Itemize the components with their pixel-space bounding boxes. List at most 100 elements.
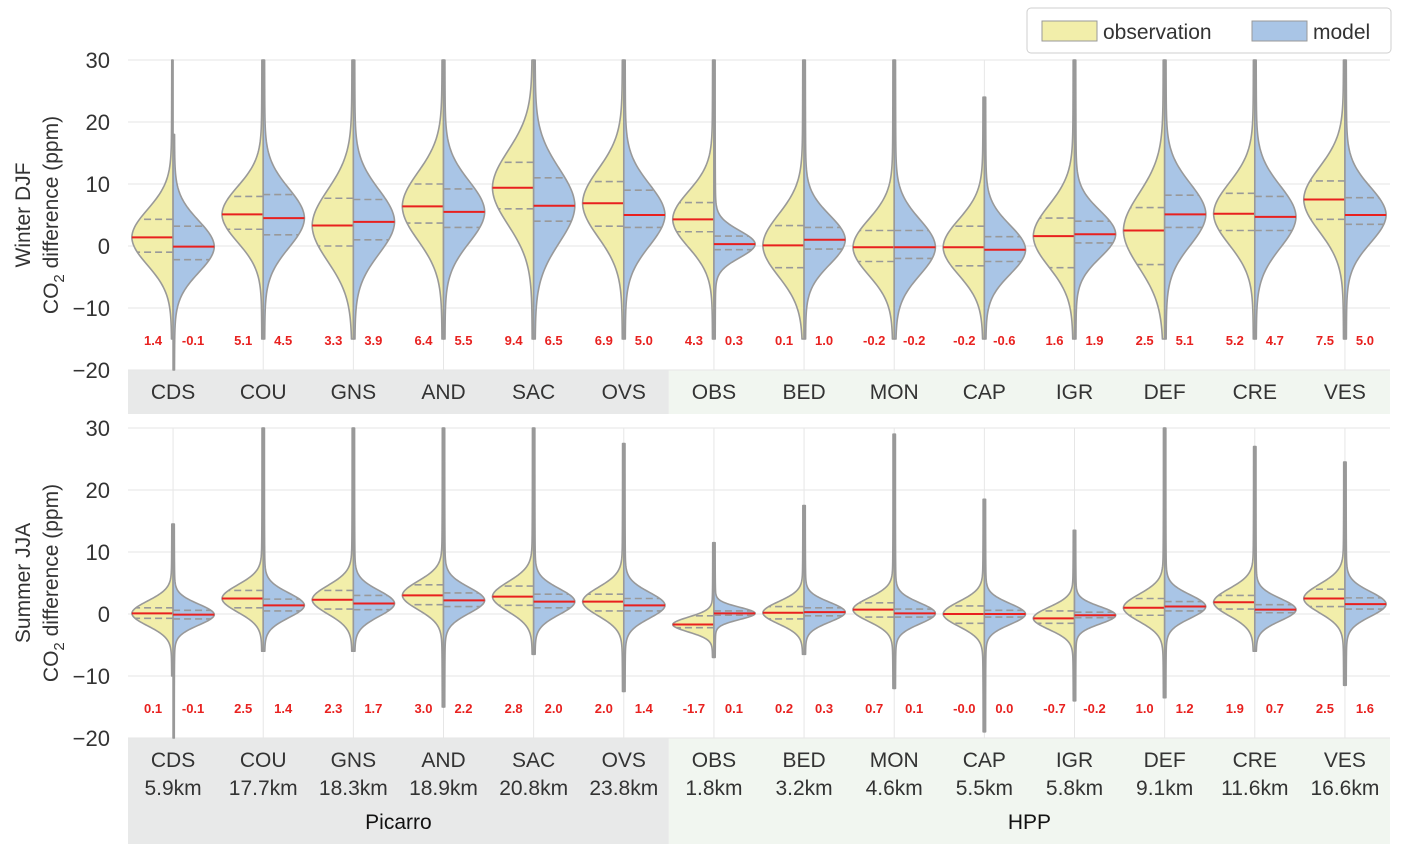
- summer-value-label-observation: 0.1: [144, 701, 162, 716]
- summer-xtick-label: CAP: [963, 749, 1006, 772]
- winter-violin-and: 6.4 5.5: [401, 59, 486, 348]
- summer-violin-half-observation: [131, 523, 174, 677]
- winter-value-label-model: -0.1: [182, 333, 204, 348]
- summer-value-label-model: 1.7: [364, 701, 382, 716]
- summer-xtick-distance: 5.9km: [144, 777, 201, 800]
- summer-violin-half-model: [262, 427, 306, 652]
- summer-xtick-label: CDS: [151, 749, 195, 772]
- winter-xtick-label: SAC: [512, 381, 555, 404]
- summer-ytick-label: −10: [73, 664, 110, 689]
- winter-xtick-label: DEF: [1144, 381, 1186, 404]
- summer-value-label-observation: 2.8: [505, 701, 523, 716]
- winter-ytick-label: 20: [86, 110, 110, 135]
- winter-xtick-label: OBS: [692, 381, 736, 404]
- summer-value-label-observation: 0.7: [865, 701, 883, 716]
- summer-violin-half-model: [442, 427, 486, 708]
- winter-value-label-observation: 9.4: [505, 333, 524, 348]
- summer-xtick-distance: 9.1km: [1136, 777, 1193, 800]
- summer-value-label-model: 0.0: [995, 701, 1013, 716]
- group-bands: Picarro HPP: [128, 370, 1390, 844]
- winter-value-label-model: 5.0: [635, 333, 653, 348]
- winter-xtick-label: IGR: [1056, 381, 1093, 404]
- winter-violin-cap: -0.2 -0.6: [942, 96, 1027, 348]
- summer-violin-half-observation: [1032, 529, 1076, 702]
- winter-violin-half-observation: [1032, 59, 1076, 340]
- group-band-hpp-winter: [668, 370, 1390, 414]
- winter-value-label-observation: 3.3: [324, 333, 342, 348]
- summer-xtick-distance: 23.8km: [589, 777, 658, 800]
- winter-value-label-observation: 5.2: [1226, 333, 1244, 348]
- summer-xtick-distance: 1.8km: [685, 777, 742, 800]
- legend-swatch-model: [1251, 20, 1308, 42]
- summer-violin-half-model: [622, 442, 666, 693]
- winter-value-label-observation: 5.1: [234, 333, 252, 348]
- summer-xtick-distance: 4.6km: [866, 777, 923, 800]
- summer-violin-half-observation: [762, 504, 805, 656]
- summer-value-label-observation: 2.5: [1316, 701, 1334, 716]
- winter-violin-half-model: [622, 59, 666, 340]
- summer-value-label-model: 0.1: [905, 701, 923, 716]
- winter-violin-half-observation: [942, 96, 986, 340]
- winter-value-label-observation: -0.2: [863, 333, 885, 348]
- winter-value-label-model: -0.2: [903, 333, 925, 348]
- summer-violin-and: 3.0 2.2: [401, 427, 486, 716]
- summer-xtick-distance: 17.7km: [229, 777, 298, 800]
- summer-ylabel-line1: Summer JJA: [12, 523, 35, 643]
- winter-value-label-observation: 1.4: [144, 333, 163, 348]
- summer-xtick-label: SAC: [512, 749, 555, 772]
- winter-violin-obs: 4.3 0.3: [671, 59, 756, 348]
- summer-violin-half-model: [713, 541, 756, 659]
- summer-value-label-observation: 2.0: [595, 701, 613, 716]
- summer-xtick-label: COU: [240, 749, 287, 772]
- summer-xtick-label: AND: [421, 749, 465, 772]
- winter-ytick-label: −10: [73, 296, 110, 321]
- winter-value-label-observation: 2.5: [1136, 333, 1154, 348]
- summer-value-label-model: 1.2: [1176, 701, 1194, 716]
- summer-xtick-distance: 18.9km: [409, 777, 478, 800]
- winter-value-label-observation: 6.4: [414, 333, 433, 348]
- winter-value-label-observation: 7.5: [1316, 333, 1334, 348]
- group-label-picarro: Picarro: [365, 811, 432, 834]
- summer-xtick-label: OBS: [692, 749, 736, 772]
- winter-value-label-model: 3.9: [364, 333, 382, 348]
- winter-violin-half-model: [1163, 59, 1207, 340]
- summer-value-label-model: 2.0: [545, 701, 563, 716]
- summer-violin-half-model: [532, 427, 576, 656]
- winter-violin-igr: 1.6 1.9: [1032, 59, 1117, 348]
- group-band-picarro-summer: [128, 738, 669, 844]
- summer-violin-cap: -0.0 0.0: [942, 498, 1027, 733]
- winter-xtick-label: AND: [421, 381, 465, 404]
- summer-violin-half-observation: [581, 442, 625, 693]
- winter-xtick-label: CAP: [963, 381, 1006, 404]
- winter-violin-cre: 5.2 4.7: [1212, 59, 1297, 348]
- summer-violin-sac: 2.8 2.0: [491, 427, 576, 716]
- summer-violin-half-observation: [1122, 427, 1166, 699]
- winter-violin-half-observation: [401, 59, 445, 340]
- summer-xtick-distance: 20.8km: [499, 777, 568, 800]
- summer-ytick-label: 0: [98, 602, 110, 627]
- winter-violin-ves: 7.5 5.0: [1302, 59, 1387, 348]
- summer-value-label-observation: -0.7: [1043, 701, 1065, 716]
- winter-xtick-label: COU: [240, 381, 287, 404]
- winter-violin-half-observation: [491, 59, 535, 340]
- winter-xtick-label: GNS: [331, 381, 377, 404]
- summer-violin-mon: 0.7 0.1: [852, 433, 937, 716]
- summer-value-label-observation: 2.5: [234, 701, 252, 716]
- winter-violin-half-model: [893, 59, 937, 340]
- summer-xtick-label: VES: [1324, 749, 1366, 772]
- summer-value-label-model: 2.2: [454, 701, 472, 716]
- summer-xtick-distance: 11.6km: [1221, 777, 1288, 800]
- summer-xtick-distance: 16.6km: [1310, 777, 1379, 800]
- winter-violin-half-model: [803, 59, 847, 340]
- winter-value-label-observation: -0.2: [953, 333, 975, 348]
- winter-violin-half-model: [172, 133, 216, 371]
- summer-violin-half-observation: [221, 427, 265, 652]
- winter-value-label-model: 6.5: [545, 333, 563, 348]
- summer-value-label-model: 0.1: [725, 701, 743, 716]
- winter-value-label-model: 0.3: [725, 333, 743, 348]
- winter-value-label-observation: 0.1: [775, 333, 793, 348]
- winter-violin-half-observation: [1122, 59, 1166, 340]
- winter-value-label-model: 4.5: [274, 333, 292, 348]
